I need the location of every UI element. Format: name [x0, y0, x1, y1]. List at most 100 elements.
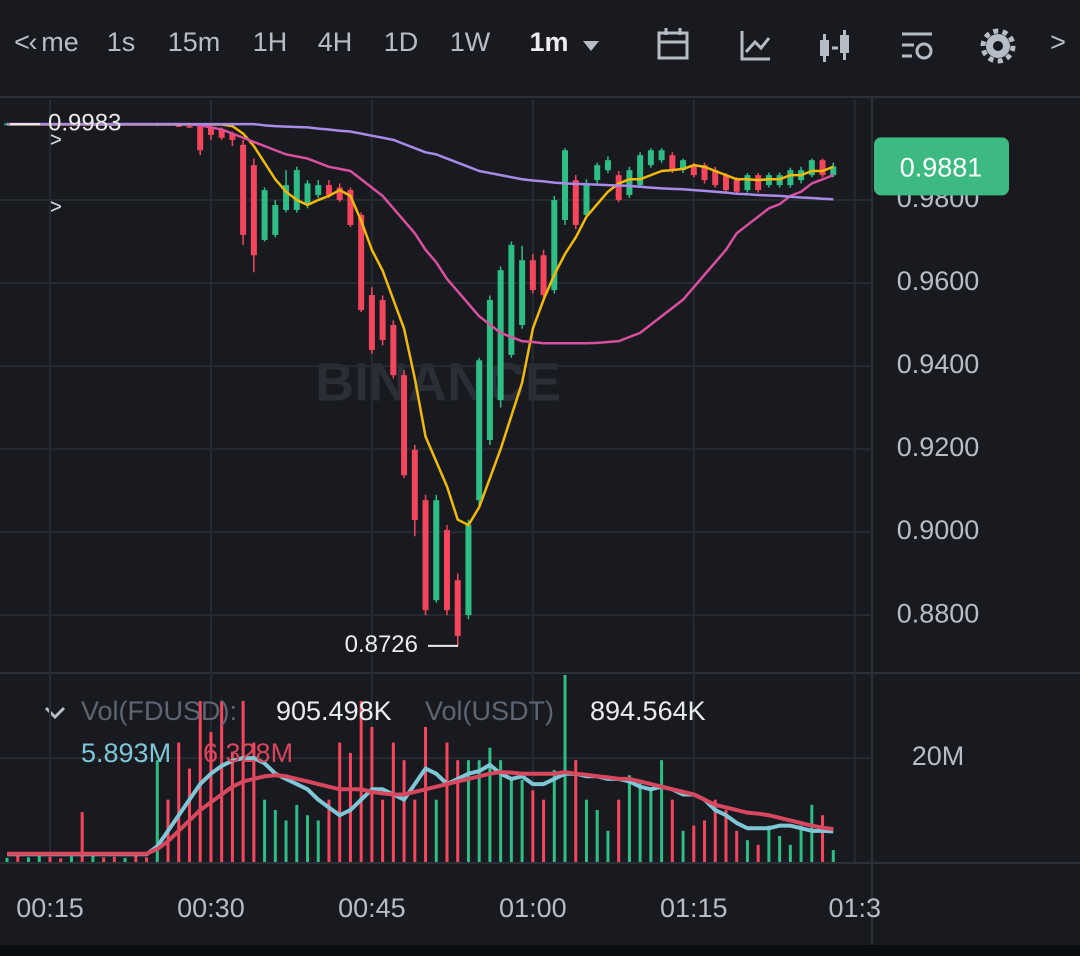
volume-bar [649, 790, 653, 862]
volume-bar [273, 810, 277, 862]
volume-bar [799, 825, 803, 862]
volume-bar [424, 726, 428, 862]
annotation: 0.9983 [48, 109, 121, 136]
active-tab[interactable]: 1m [529, 27, 568, 57]
volume-bar [488, 747, 492, 862]
candle-body [250, 165, 257, 256]
tab[interactable]: me [41, 27, 79, 57]
icon-candles[interactable] [820, 30, 849, 62]
scroll-left[interactable]: ‹ [29, 27, 38, 57]
candle-body [336, 187, 343, 201]
volume-bar [606, 830, 610, 862]
candle-body [755, 175, 762, 191]
volume-bar [263, 799, 267, 862]
volume-bar [91, 855, 95, 862]
tab[interactable]: 1W [450, 27, 491, 57]
candle-body [819, 160, 826, 176]
volume-bar [69, 856, 73, 862]
candle-body [465, 525, 472, 616]
volume-bar [48, 856, 52, 862]
volume-bar [112, 856, 116, 862]
candle-body [261, 190, 268, 240]
volume-bar [306, 815, 310, 862]
volume-bar [563, 675, 567, 862]
volume-bar [220, 700, 224, 862]
candle-body [583, 185, 590, 215]
volume-bar [102, 857, 106, 862]
tab[interactable]: 4H [318, 27, 353, 57]
candle-body [712, 170, 719, 186]
candle-body [197, 124, 204, 151]
candle-body [422, 500, 429, 611]
x-tick-label: 00:15 [16, 893, 84, 923]
candle-body [443, 530, 450, 611]
volume-bar [788, 844, 792, 862]
dropdown-arrow[interactable] [583, 41, 599, 51]
volume-bar [27, 857, 31, 862]
candle-body [476, 360, 483, 501]
volume-bar [123, 857, 127, 862]
plot: 0.98000.96000.94000.92000.90000.880020M0… [0, 100, 1009, 923]
volume-bar [778, 836, 782, 862]
volume-bar [670, 799, 674, 862]
volume-bar [187, 768, 191, 862]
candle-body [325, 185, 332, 196]
candle-body [690, 165, 697, 176]
volume-bar [370, 726, 374, 862]
volume-bar [574, 760, 578, 862]
chevron-right[interactable]: > [1050, 27, 1066, 57]
ma-line [7, 122, 834, 201]
volume-bar [703, 820, 707, 862]
candle-body [658, 150, 665, 161]
volume-bar [767, 825, 771, 862]
volume-bar [230, 752, 234, 862]
tab[interactable]: 1H [253, 27, 288, 57]
volume-bar [724, 810, 728, 862]
tab[interactable]: 15m [168, 27, 221, 57]
volume-bar [810, 804, 814, 862]
chevron-left[interactable]: < [14, 27, 30, 57]
candle-body [411, 449, 418, 521]
tab[interactable]: 1D [384, 27, 419, 57]
volume-bar [692, 825, 696, 862]
y-tick-label: 20M [912, 741, 965, 771]
candle-body [551, 200, 558, 291]
legend-value: 905.498K [276, 696, 392, 726]
volume-bar [520, 779, 524, 862]
y-tick-label: 0.8800 [897, 598, 980, 628]
x-tick-label: 00:45 [338, 893, 406, 923]
candle-body [594, 165, 601, 181]
volume-bar [80, 812, 84, 862]
candle-body [229, 133, 236, 140]
candle-body [401, 375, 408, 476]
volume-bar [37, 854, 41, 862]
icon-calendar[interactable] [657, 28, 689, 60]
tab[interactable]: 1s [107, 27, 136, 57]
volume-bar [821, 815, 825, 862]
legend-label: Vol(USDT) [425, 696, 554, 726]
candle-body [508, 244, 515, 355]
legend-label: Vol(FDUSD): [81, 696, 237, 726]
price-tag-label: 0.9881 [900, 153, 983, 183]
volume-bar [338, 742, 342, 862]
indicator-toggle[interactable]: > [48, 126, 62, 153]
candle-body [722, 175, 729, 191]
y-tick-label: 0.9600 [897, 266, 980, 296]
candle-body [454, 580, 461, 636]
volume-bar [134, 855, 138, 862]
volume-bar [445, 742, 449, 862]
volume-bar [177, 742, 181, 862]
candle-body [347, 190, 354, 225]
icon-indicator[interactable] [740, 31, 771, 61]
icon-settings[interactable] [980, 28, 1016, 64]
y-tick-label: 0.9400 [897, 349, 980, 379]
volume-bar [456, 760, 460, 862]
volume-bar [466, 760, 470, 862]
icon-template[interactable] [902, 32, 933, 60]
candle-body [744, 175, 751, 191]
candle-body [272, 205, 279, 235]
annotation: 0.8726 [345, 631, 418, 658]
candle-body [283, 185, 290, 210]
candle-body [701, 165, 708, 181]
